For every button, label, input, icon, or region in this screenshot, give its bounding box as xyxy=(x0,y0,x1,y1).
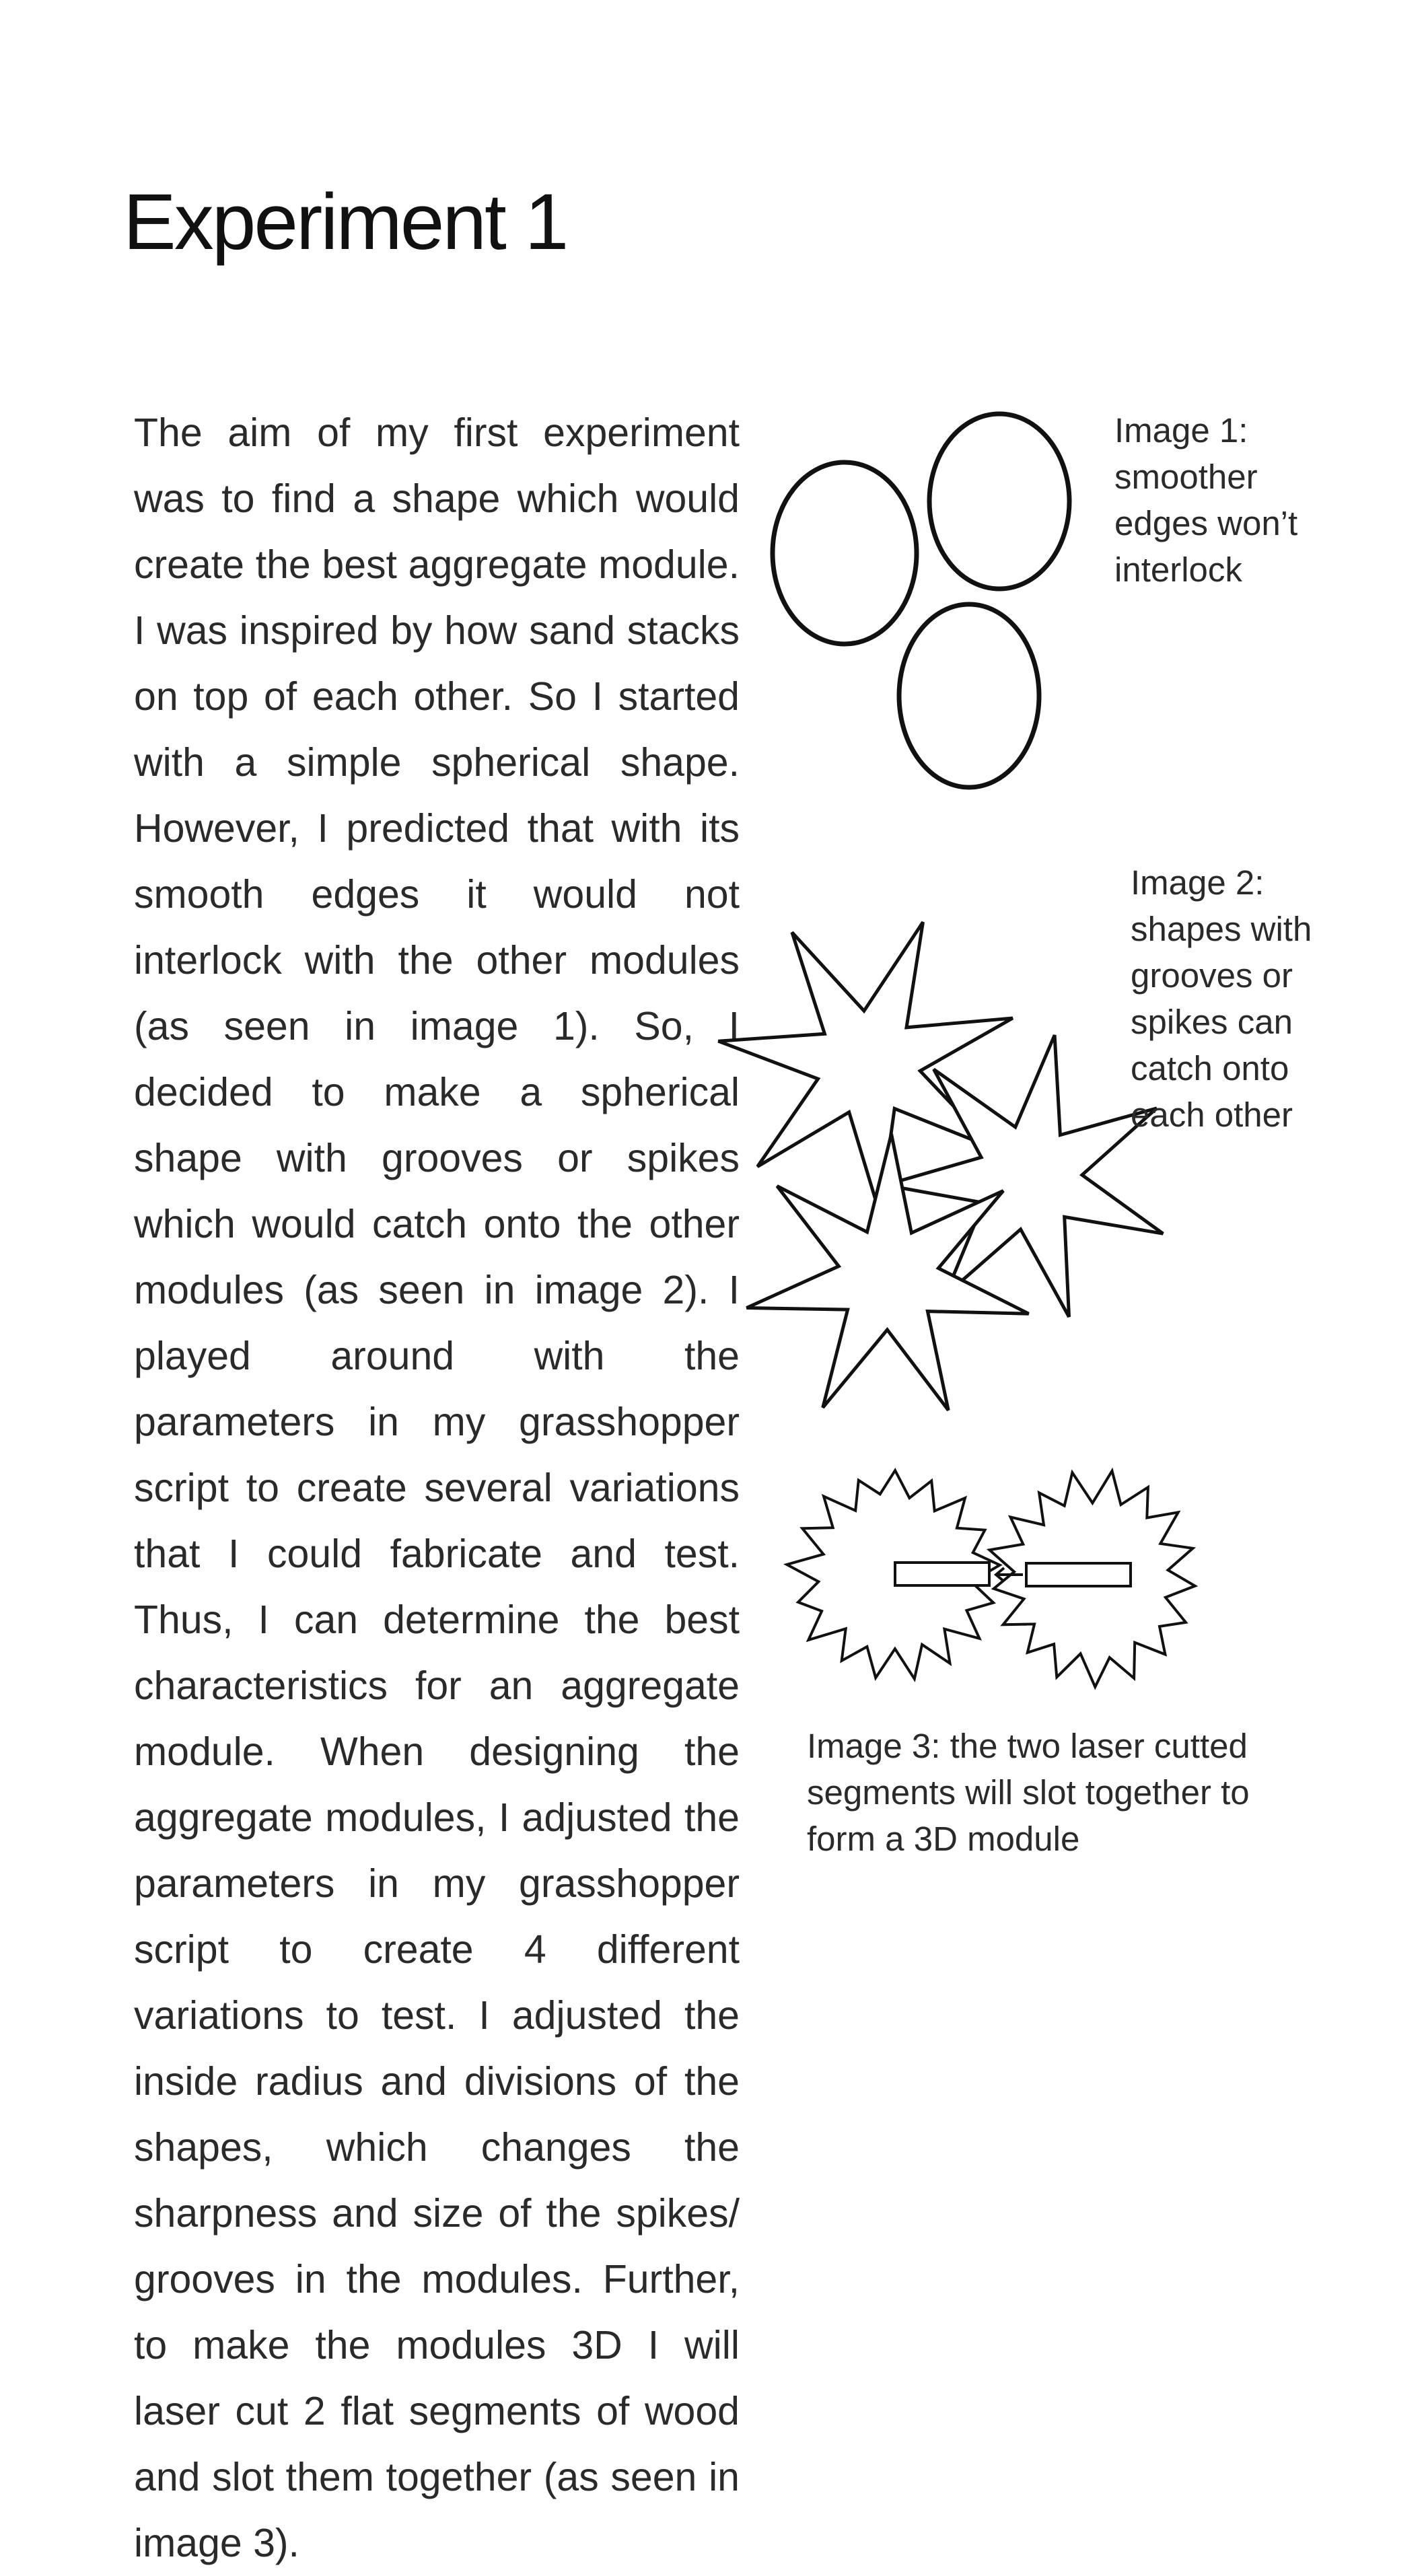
spiked-star-top-left xyxy=(717,921,1014,1215)
gear-segment-left xyxy=(783,1468,1003,1682)
page-title: Experiment 1 xyxy=(123,178,569,266)
image-3-caption: Image 3: the two laser cutted segments w… xyxy=(807,1727,1250,1858)
three-spiked-stars-icon xyxy=(717,921,1164,1412)
body-paragraph: The aim of my first experiment was to fi… xyxy=(134,410,740,2565)
slot-left xyxy=(894,1561,991,1587)
oval-bottom xyxy=(896,602,1042,790)
oval-left xyxy=(770,460,919,647)
image-1-caption: Image 1: smoother edges won’t interlock xyxy=(1114,411,1298,589)
oval-top-right xyxy=(927,411,1072,592)
two-slotted-gears-icon xyxy=(783,1467,1199,1690)
image-1-figure xyxy=(760,397,1097,801)
image-3-figure xyxy=(783,1454,1205,1696)
image-2-caption: Image 2: shapes with grooves or spikes c… xyxy=(1131,863,1312,1134)
spiked-star-bottom-left xyxy=(746,1133,1030,1412)
slot-arrow-icon xyxy=(993,1567,1023,1583)
slot-right xyxy=(1025,1562,1132,1587)
three-ovals-icon xyxy=(770,411,1072,790)
image-2-figure xyxy=(717,882,1164,1413)
